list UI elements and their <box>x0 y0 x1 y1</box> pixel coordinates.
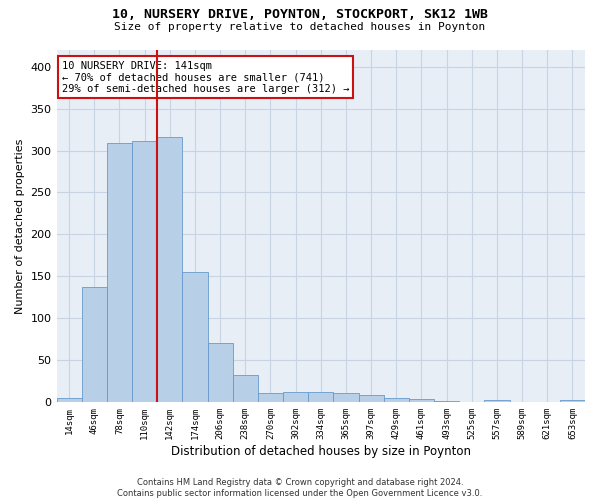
Bar <box>258 394 283 402</box>
Bar <box>308 392 334 402</box>
Bar <box>208 343 233 402</box>
Bar <box>359 395 383 402</box>
Bar <box>157 137 182 402</box>
Bar <box>233 375 258 402</box>
Bar <box>334 394 359 402</box>
Bar <box>484 400 509 402</box>
Text: 10, NURSERY DRIVE, POYNTON, STOCKPORT, SK12 1WB: 10, NURSERY DRIVE, POYNTON, STOCKPORT, S… <box>112 8 488 20</box>
Bar <box>56 398 82 402</box>
Text: 10 NURSERY DRIVE: 141sqm
← 70% of detached houses are smaller (741)
29% of semi-: 10 NURSERY DRIVE: 141sqm ← 70% of detach… <box>62 60 349 94</box>
Bar <box>182 272 208 402</box>
Bar <box>409 400 434 402</box>
Y-axis label: Number of detached properties: Number of detached properties <box>15 138 25 314</box>
Text: Contains HM Land Registry data © Crown copyright and database right 2024.
Contai: Contains HM Land Registry data © Crown c… <box>118 478 482 498</box>
Bar <box>283 392 308 402</box>
Bar <box>434 401 459 402</box>
Bar <box>82 287 107 402</box>
Bar <box>132 142 157 402</box>
Bar <box>560 400 585 402</box>
X-axis label: Distribution of detached houses by size in Poynton: Distribution of detached houses by size … <box>171 444 471 458</box>
Bar <box>383 398 409 402</box>
Bar <box>107 143 132 402</box>
Text: Size of property relative to detached houses in Poynton: Size of property relative to detached ho… <box>115 22 485 32</box>
